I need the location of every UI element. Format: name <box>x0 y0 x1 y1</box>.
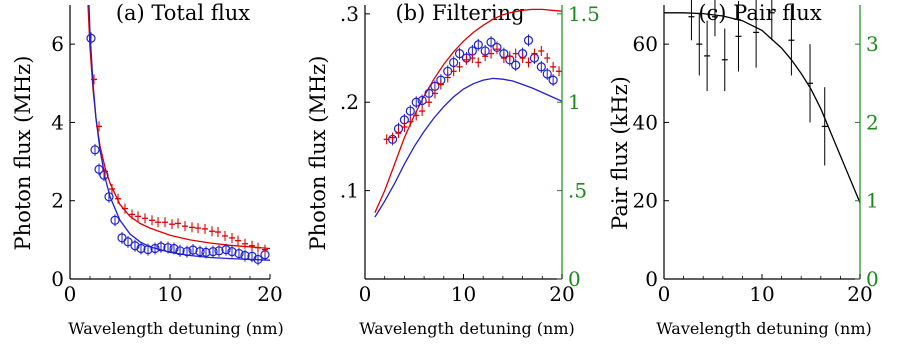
panel-total-flux: (a) Total flux Photon flux (MHz) Wavelen… <box>11 1 284 338</box>
x-tick-label: 10 <box>157 282 182 306</box>
y-axis-label: Photon flux (MHz) <box>11 56 35 251</box>
fit-curve <box>374 8 562 213</box>
x-tick-label: 20 <box>257 282 282 306</box>
y2-tick-label: 0 <box>866 267 879 291</box>
chart-title: (b) Filtering <box>395 1 524 25</box>
y-axis-label: Photon flux (MHz) <box>306 56 330 251</box>
y2-tick-label: 1 <box>866 189 879 213</box>
fit-curve <box>88 5 270 261</box>
y-tick-label: 0 <box>645 267 658 291</box>
y2-tick-label: 3 <box>866 32 879 56</box>
x-tick-label: 20 <box>847 282 872 306</box>
x-axis-label: Wavelength detuning (nm) <box>359 319 575 338</box>
y-tick-label: 2 <box>51 189 64 213</box>
y-tick-label: 20 <box>633 189 658 213</box>
y2-tick-label: 1 <box>568 90 581 114</box>
fit-curve <box>87 5 270 250</box>
x-tick-label: 20 <box>549 282 574 306</box>
x-tick-label: 0 <box>359 282 372 306</box>
y-tick-label: 0 <box>51 267 64 291</box>
y-tick-label: 6 <box>51 32 64 56</box>
panel-pair-flux: (c) Pair flux Pair flux (kHz) Wavelength… <box>608 0 879 338</box>
chart-title: (c) Pair flux <box>698 1 821 25</box>
y-tick-label: .1 <box>340 179 359 203</box>
y-tick-label: 60 <box>633 32 658 56</box>
x-tick-label: 10 <box>749 282 774 306</box>
x-tick-label: 0 <box>658 282 671 306</box>
panel-filtering: (b) Filtering Photon flux (MHz) Waveleng… <box>306 1 600 338</box>
x-axis-label: Wavelength detuning (nm) <box>656 319 872 338</box>
x-tick-label: 0 <box>64 282 77 306</box>
y2-tick-label: .5 <box>568 179 587 203</box>
y-axis-label: Pair flux (kHz) <box>608 76 632 230</box>
chart-title: (a) Total flux <box>116 1 250 25</box>
fit-curve <box>664 12 860 203</box>
x-tick-label: 10 <box>451 282 476 306</box>
y-tick-label: 40 <box>633 110 658 134</box>
y2-tick-label: 1.5 <box>568 2 600 26</box>
y-tick-label: .2 <box>340 90 359 114</box>
y2-tick-label: 0 <box>568 267 581 291</box>
y2-tick-label: 2 <box>866 110 879 134</box>
y-tick-label: 4 <box>51 110 64 134</box>
y-tick-label: .3 <box>340 2 359 26</box>
fit-curve <box>374 77 562 218</box>
x-axis-label: Wavelength detuning (nm) <box>68 319 284 338</box>
